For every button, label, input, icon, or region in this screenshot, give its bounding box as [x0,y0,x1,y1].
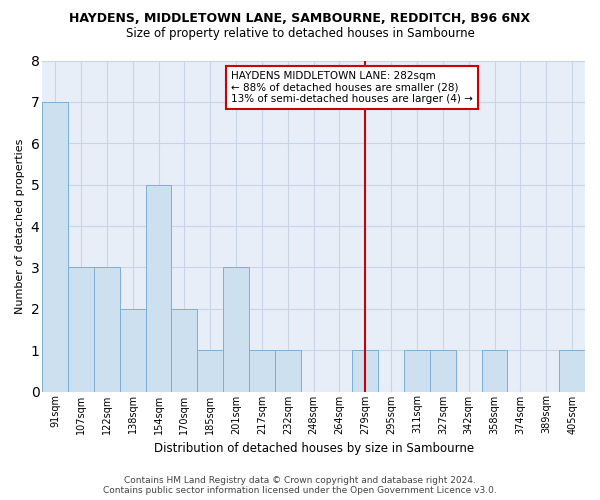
Bar [68,268,94,392]
Y-axis label: Number of detached properties: Number of detached properties [15,138,25,314]
Bar [430,350,456,392]
Text: Size of property relative to detached houses in Sambourne: Size of property relative to detached ho… [125,28,475,40]
Bar [404,350,430,392]
Bar [482,350,508,392]
Bar [275,350,301,392]
Bar [172,309,197,392]
Bar [249,350,275,392]
Bar [120,309,146,392]
Bar [223,268,249,392]
Text: Contains HM Land Registry data © Crown copyright and database right 2024.
Contai: Contains HM Land Registry data © Crown c… [103,476,497,495]
Bar [197,350,223,392]
Bar [352,350,378,392]
Bar [42,102,68,392]
X-axis label: Distribution of detached houses by size in Sambourne: Distribution of detached houses by size … [154,442,473,455]
Bar [559,350,585,392]
Text: HAYDENS MIDDLETOWN LANE: 282sqm
← 88% of detached houses are smaller (28)
13% of: HAYDENS MIDDLETOWN LANE: 282sqm ← 88% of… [231,71,473,104]
Bar [94,268,120,392]
Bar [146,184,172,392]
Text: HAYDENS, MIDDLETOWN LANE, SAMBOURNE, REDDITCH, B96 6NX: HAYDENS, MIDDLETOWN LANE, SAMBOURNE, RED… [70,12,530,26]
